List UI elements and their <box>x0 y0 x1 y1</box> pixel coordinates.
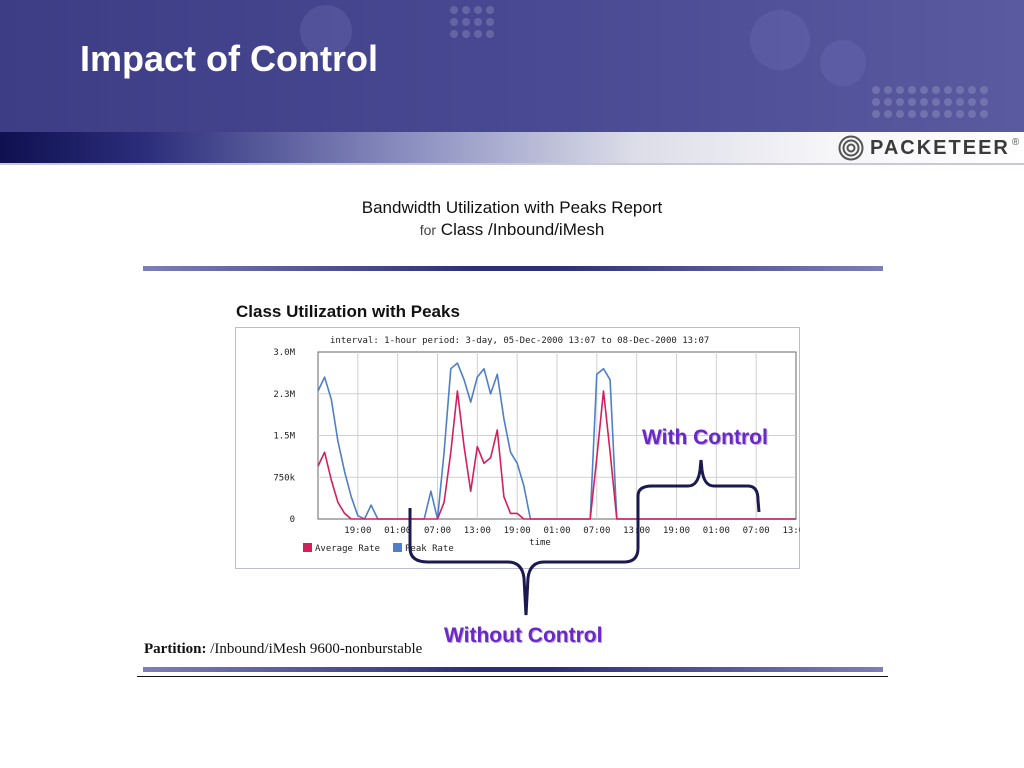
decor-dot <box>980 98 988 106</box>
decor-dot <box>908 110 916 118</box>
decor-dot <box>908 86 916 94</box>
decor-dot <box>968 86 976 94</box>
decor-dot <box>450 30 458 38</box>
decor-dot <box>896 110 904 118</box>
x-tick-label: 07:00 <box>424 526 451 536</box>
with-control-label: With Control <box>642 426 768 449</box>
report-title: Bandwidth Utilization with Peaks Report <box>361 198 663 217</box>
decor-dot <box>944 110 952 118</box>
report-divider-top <box>143 266 883 271</box>
decor-dot <box>932 110 940 118</box>
header-stripe-line <box>0 163 1024 165</box>
decor-dot <box>968 98 976 106</box>
chart-interval-label: interval: 1-hour period: 3-day, 05-Dec-2… <box>330 336 709 346</box>
y-tick-label: 0 <box>290 515 295 525</box>
decor-dot <box>462 18 470 26</box>
report-subtitle: for Class /Inbound/iMesh <box>0 220 1024 240</box>
report-divider-bottom <box>143 667 883 672</box>
report-divider-line <box>137 676 888 677</box>
decor-dot <box>884 110 892 118</box>
decor-dot <box>980 110 988 118</box>
decor-dot <box>474 18 482 26</box>
packeteer-spiral-icon <box>838 135 864 161</box>
slide-title: Impact of Control <box>80 38 378 79</box>
x-tick-label: 13:00 <box>782 526 800 536</box>
without-control-label: Without Control <box>444 624 603 647</box>
decor-dot <box>920 86 928 94</box>
chart-heading: Class Utilization with Peaks <box>236 302 460 321</box>
decor-dot <box>944 86 952 94</box>
partition-line: Partition: /Inbound/iMesh 9600-nonbursta… <box>144 641 422 658</box>
header-banner: Impact of Control <box>0 0 1024 132</box>
decor-circle <box>750 10 810 70</box>
decor-dot <box>908 98 916 106</box>
with-control-brace <box>636 459 761 513</box>
legend-label: Peak Rate <box>405 544 454 554</box>
decor-dot <box>944 98 952 106</box>
report-subtitle-prefix: for <box>419 222 437 238</box>
decor-dot <box>896 98 904 106</box>
decor-dot <box>884 86 892 94</box>
decor-dot <box>872 110 880 118</box>
x-axis-label: time <box>529 538 551 548</box>
logo-registered-mark: ® <box>1011 136 1020 148</box>
decor-dot <box>486 6 494 14</box>
decor-dot <box>462 30 470 38</box>
y-tick-label: 2.3M <box>273 390 295 400</box>
y-tick-label: 1.5M <box>273 432 295 442</box>
x-tick-label: 07:00 <box>583 526 610 536</box>
decor-dot <box>956 86 964 94</box>
decor-dot <box>486 30 494 38</box>
legend-swatch <box>393 543 402 552</box>
decor-dot <box>872 86 880 94</box>
decor-dot <box>884 98 892 106</box>
decor-dot <box>956 98 964 106</box>
x-tick-label: 13:00 <box>464 526 491 536</box>
average-rate-line <box>317 390 796 520</box>
utilization-chart: 0 750k 1.5M 2.3M 3.0M 19:00 01:00 07:00 13:00 19:… <box>273 336 800 554</box>
decor-dot <box>920 110 928 118</box>
decor-dot <box>474 6 482 14</box>
decor-dot <box>450 6 458 14</box>
x-tick-label: 01:00 <box>384 526 411 536</box>
legend-swatch <box>303 543 312 552</box>
legend-label: Average Rate <box>315 544 380 554</box>
report-subtitle-class: Class /Inbound/iMesh <box>440 220 605 239</box>
y-tick-label: 3.0M <box>273 348 295 358</box>
y-tick-label: 750k <box>273 473 295 483</box>
decor-dot <box>450 18 458 26</box>
decor-dot <box>980 86 988 94</box>
decor-dot <box>932 86 940 94</box>
decor-dot <box>872 98 880 106</box>
decor-dot <box>920 98 928 106</box>
x-tick-label: 01:00 <box>543 526 570 536</box>
x-tick-label: 07:00 <box>743 526 770 536</box>
x-tick-label: 19:00 <box>663 526 690 536</box>
partition-label: Partition: <box>144 641 207 657</box>
decor-circle <box>820 40 866 86</box>
decor-circle <box>300 5 352 57</box>
decor-dot <box>486 18 494 26</box>
x-tick-label: 01:00 <box>703 526 730 536</box>
packeteer-logo: PACKETEER ® <box>838 134 1019 162</box>
decor-dot <box>932 98 940 106</box>
partition-value: /Inbound/iMesh 9600-nonburstable <box>210 641 423 657</box>
decor-dot <box>968 110 976 118</box>
without-control-brace <box>408 500 640 616</box>
decor-dot <box>474 30 482 38</box>
decor-dot <box>896 86 904 94</box>
decor-dot <box>462 6 470 14</box>
logo-text: PACKETEER <box>870 136 1010 159</box>
x-tick-label: 19:00 <box>344 526 371 536</box>
decor-dot <box>956 110 964 118</box>
x-tick-label: 19:00 <box>504 526 531 536</box>
